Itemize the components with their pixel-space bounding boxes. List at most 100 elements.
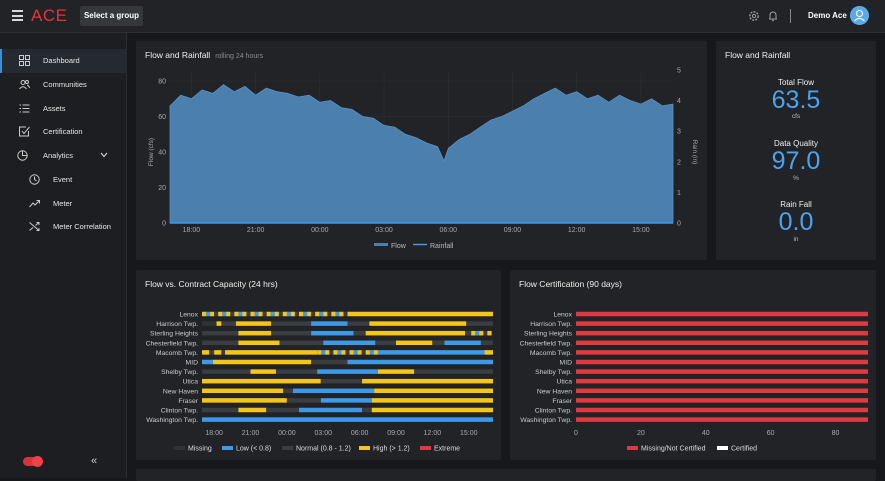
user-name[interactable]: Demo Ace [808,11,847,20]
flow-area [169,84,674,224]
sidebar-item-event[interactable]: Event [0,168,127,192]
x-tick-label: 06:00 [439,227,457,234]
category-label: Lenox [553,312,572,319]
category-label: Harrison Twp. [156,321,198,328]
y-tick-label: 20 [158,185,166,192]
app-logo[interactable]: ACE [31,6,68,25]
not-certified-bar [576,311,868,317]
capacity-segment [345,350,350,355]
not-certified-bar [576,407,868,413]
capacity-segment [278,311,284,317]
capacity-segment [331,311,336,317]
header-divider [790,9,791,23]
sidebar-item-certification[interactable]: Certification [0,120,127,144]
y2-tick-label: 2 [677,159,681,166]
y-tick-label: 60 [158,114,166,121]
trend-icon [29,200,40,208]
legend-label: Missing [188,446,212,453]
capacity-segment [202,359,213,365]
x-tick-label: 18:00 [205,430,223,437]
capacity-segment [202,407,239,413]
capacity-segment [202,321,217,326]
legend-swatch-certified [717,446,728,450]
capacity-segment [218,311,223,317]
x-tick-label: 00:00 [278,430,296,437]
chevron-down-icon[interactable] [100,152,108,158]
capacity-segment [323,340,376,346]
panel-title: Flow and Rainfall rolling 24 hours [145,50,263,60]
capacity-segment [202,311,207,317]
capacity-segment [290,311,296,317]
capacity-segment [294,311,300,317]
capacity-segment [202,388,284,394]
users-icon [19,80,30,90]
theme-toggle[interactable] [23,456,43,467]
capacity-panel-title: Flow vs. Contract Capacity (24 hrs) [145,279,278,289]
sidebar-item-assets[interactable]: Assets [0,97,127,121]
capacity-segment [335,311,340,317]
y-tick-label: 0 [162,221,166,228]
capacity-segment [357,350,362,355]
capacity-segment [266,407,299,413]
capacity-segment [353,330,366,336]
legend-swatch-not-certified [627,446,638,450]
sidebar-item-communities[interactable]: Communities [0,73,127,97]
capacity-segment [221,321,236,326]
capacity-segment [226,311,231,317]
x-tick-label: 12:00 [424,430,442,437]
collapse-sidebar-button[interactable]: « [91,455,98,467]
user-icon[interactable] [850,6,869,25]
y2-tick-label: 4 [677,98,681,105]
y-tick-label: 80 [158,79,166,86]
capacity-segment [377,369,415,374]
rain-fall-label: Rain Fall [780,200,812,209]
menu-icon[interactable] [12,10,23,21]
category-label: Fraser [178,398,198,405]
certification-panel: Flow Certification (90 days) Lenox Harris… [510,270,876,460]
capacity-chart[interactable]: Lenox Harrison Twp. Sterling Heights Cheste… [136,270,501,460]
capacity-segment [349,350,354,355]
category-label: MID [560,360,573,367]
flow-rainfall-chart[interactable]: 0 20 40 60 80 0 1 2 3 4 5 18:00 21:00 00:00 03:00 06:00… [136,41,707,260]
capacity-segment [371,407,493,413]
capacity-segment [202,417,493,422]
select-group-button[interactable]: Select a group [80,6,143,26]
legend-swatch [420,446,431,450]
category-label: New Haven [537,388,572,395]
capacity-segment [333,350,338,355]
sidebar-item-label: Meter [53,199,73,208]
capacity-panel: Flow vs. Contract Capacity (24 hrs) Leno… [136,270,501,460]
capacity-segment [480,340,493,346]
capacity-segment [202,350,210,355]
sidebar-item-meter[interactable]: Meter [0,192,127,216]
legend-label: Extreme [434,446,460,453]
capacity-segment [347,321,370,326]
capacity-segment [238,407,267,413]
capacity-segment [202,398,287,403]
sidebar: Dashboard Communities Assets Certificati… [0,33,127,478]
capacity-segment [206,311,211,317]
category-label: Washington Twp. [146,417,198,424]
y2-tick-label: 0 [677,221,681,228]
capacity-segment [329,350,334,355]
sidebar-item-analytics[interactable]: Analytics [0,144,127,168]
capacity-segment [375,340,396,346]
toggle-knob [32,456,43,467]
capacity-segment [362,407,372,413]
legend-swatch [222,446,233,450]
capacity-segment [321,350,326,355]
bell-icon[interactable] [767,10,779,22]
certification-chart[interactable]: Lenox Harrison Twp. Sterling Heights Cheste… [510,270,876,460]
capacity-segment [214,350,222,355]
capacity-segment [238,340,280,346]
gear-icon[interactable] [748,10,760,22]
x-tick-label: 03:00 [375,227,393,234]
sidebar-item-dashboard[interactable]: Dashboard [0,49,127,73]
capacity-segment [283,388,293,394]
capacity-segment [347,311,493,317]
sidebar-item-meter-correlation[interactable]: Meter Correlation [0,215,127,239]
capacity-segment [325,350,330,355]
capacity-segment [202,378,321,384]
category-label: Harrison Twp. [530,321,572,328]
y-tick-label: 40 [158,150,166,157]
